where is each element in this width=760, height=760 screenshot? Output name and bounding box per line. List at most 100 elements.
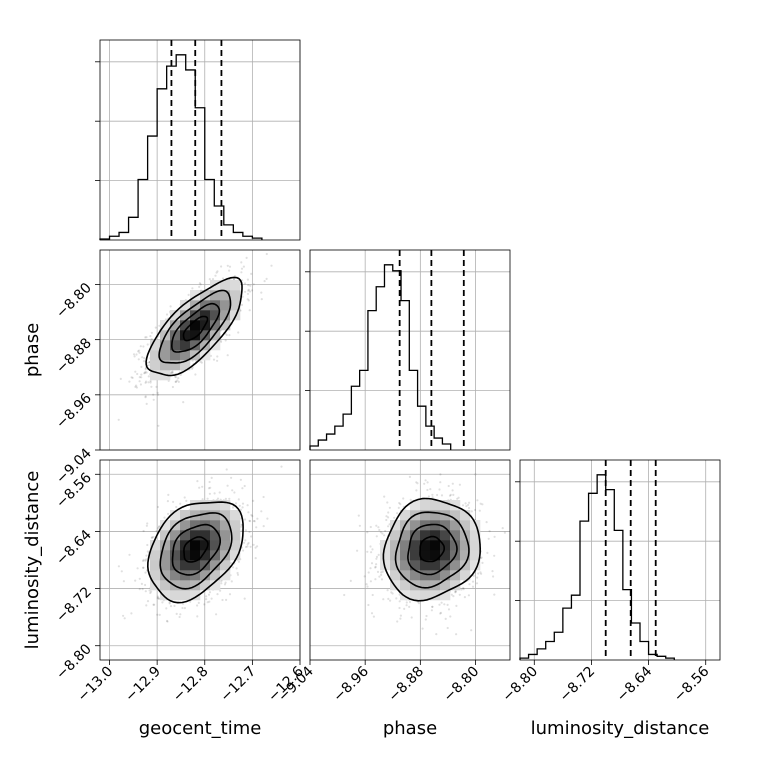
scatter-point — [375, 555, 379, 559]
scatter-point — [253, 520, 256, 523]
density-cell — [210, 570, 221, 581]
scatter-point — [208, 278, 211, 281]
scatter-point — [243, 282, 247, 285]
scatter-point — [142, 566, 145, 569]
density-cell — [220, 280, 231, 291]
scatter-point — [230, 580, 233, 583]
density-cell — [400, 570, 411, 581]
scatter-point — [198, 285, 201, 288]
scatter-point — [244, 290, 247, 293]
scatter-point — [395, 597, 398, 600]
density-cell — [150, 560, 161, 571]
scatter-point — [247, 284, 250, 287]
scatter-point — [440, 494, 444, 497]
scatter-point — [155, 385, 158, 388]
density-cell — [450, 510, 461, 521]
scatter-point — [230, 476, 233, 479]
density-cell — [190, 590, 201, 601]
scatter-point — [167, 493, 170, 496]
scatter-point — [155, 529, 158, 533]
density-cell — [430, 550, 441, 561]
scatter-point — [388, 506, 391, 509]
contour-level-3 — [146, 501, 244, 604]
scatter-point — [152, 393, 155, 396]
density-cell — [170, 590, 181, 601]
scatter-point — [142, 529, 145, 533]
scatter-point — [197, 601, 200, 605]
y-tick-label: −8.80 — [53, 280, 95, 322]
scatter-point — [381, 570, 384, 573]
density-cell — [220, 550, 231, 561]
scatter-point — [391, 592, 394, 595]
density-cell — [210, 550, 221, 561]
density-cell — [180, 530, 191, 541]
scatter-point — [130, 612, 133, 615]
density-cell — [170, 310, 181, 321]
density-cell — [470, 550, 481, 561]
density-cell — [200, 290, 211, 301]
density-cell — [180, 340, 191, 351]
scatter-point — [216, 270, 219, 273]
scatter-point — [221, 277, 225, 280]
density-cell — [170, 330, 181, 341]
scatter-point — [396, 620, 399, 623]
scatter-point — [205, 595, 208, 598]
scatter-point — [478, 509, 481, 512]
scatter-point — [248, 520, 252, 523]
scatter-point — [371, 593, 374, 597]
scatter-point — [138, 577, 141, 580]
density-cell — [190, 500, 201, 511]
scatter-point — [475, 582, 479, 585]
scatter-point — [235, 567, 238, 570]
scatter-point — [134, 385, 137, 388]
density-cell — [230, 550, 241, 561]
scatter-point — [150, 590, 153, 593]
density-cell — [180, 510, 191, 521]
density-cell — [160, 360, 171, 371]
y-tick-label: −8.96 — [53, 390, 95, 432]
density-cell — [190, 550, 201, 561]
density-cell — [170, 570, 181, 581]
scatter-point — [196, 480, 199, 483]
density-cell — [230, 300, 241, 311]
scatter-point — [179, 502, 182, 505]
scatter-point — [471, 585, 475, 588]
scatter-point — [237, 560, 240, 563]
density-cell — [150, 570, 161, 581]
density-cell — [210, 320, 221, 331]
contour-level-0 — [182, 315, 209, 342]
density-cell — [450, 560, 461, 571]
density-cell — [170, 340, 181, 351]
scatter-point — [228, 593, 232, 596]
density-cell — [440, 550, 451, 561]
scatter-point — [157, 424, 160, 427]
scatter-point — [211, 278, 215, 281]
scatter-point — [228, 334, 231, 337]
scatter-point — [156, 596, 159, 600]
scatter-point — [244, 545, 248, 549]
scatter-point — [144, 336, 147, 339]
scatter-point — [138, 376, 141, 379]
scatter-point — [221, 598, 224, 602]
scatter-point — [145, 554, 148, 557]
x-tick-label: −8.96 — [330, 663, 372, 705]
density-cell — [430, 590, 441, 601]
scatter-point — [178, 615, 181, 619]
scatter-point — [464, 502, 467, 505]
panel-background — [100, 40, 300, 240]
scatter-point — [431, 496, 434, 499]
density-cell — [210, 540, 221, 551]
scatter-point — [142, 558, 145, 562]
density-cell — [210, 330, 221, 341]
scatter-point — [138, 349, 141, 352]
scatter-point — [150, 338, 153, 341]
scatter-point — [370, 612, 374, 615]
scatter-point — [152, 535, 155, 539]
scatter-point — [163, 516, 166, 519]
scatter-point — [380, 578, 384, 581]
density-cell — [190, 570, 201, 581]
scatter-point — [386, 501, 389, 504]
contour-level-2 — [394, 511, 470, 589]
scatter-point — [156, 613, 159, 616]
scatter-point — [256, 517, 259, 520]
